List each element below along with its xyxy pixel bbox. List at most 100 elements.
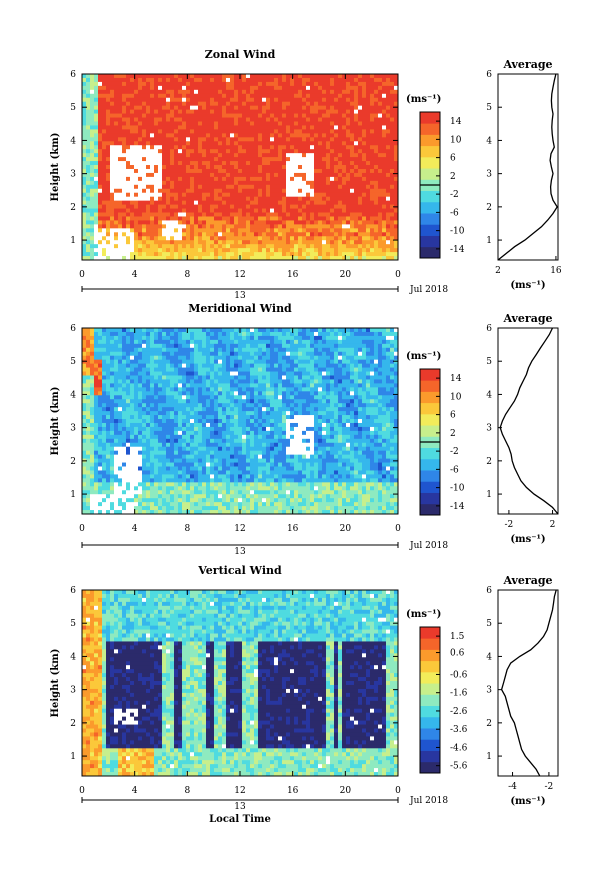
- heatmap-cell: [150, 506, 155, 511]
- heatmap-cell: [154, 498, 159, 503]
- heatmap-cell: [222, 224, 227, 229]
- heatmap-cell: [262, 252, 267, 257]
- heatmap-cell: [322, 216, 327, 221]
- heatmap-cell: [354, 176, 359, 182]
- heatmap-cell: [198, 208, 203, 213]
- heatmap-cell: [134, 462, 139, 467]
- heatmap-cell: [278, 252, 283, 257]
- heatmap-cell: [198, 137, 203, 142]
- heatmap-cell: [98, 220, 103, 225]
- heatmap-cell: [86, 161, 91, 166]
- heatmap-cell: [130, 172, 135, 178]
- heatmap-cell: [142, 216, 147, 221]
- heatmap-cell: [146, 125, 151, 130]
- heatmap-cell: [138, 470, 143, 475]
- heatmap-cell: [246, 172, 251, 178]
- heatmap-cell: [154, 176, 159, 182]
- heatmap-cell: [154, 387, 159, 392]
- heatmap-cell: [138, 466, 143, 471]
- heatmap-cell: [178, 125, 183, 130]
- heatmap-cell: [314, 200, 319, 205]
- heatmap-cell: [106, 415, 111, 420]
- heatmap-cell: [218, 196, 223, 202]
- heatmap-cell: [306, 133, 311, 138]
- heatmap-cell: [394, 77, 399, 83]
- heatmap-cell: [346, 208, 351, 213]
- heatmap-cell: [118, 236, 123, 241]
- heatmap-cell: [274, 149, 279, 154]
- heatmap-cell: [94, 355, 99, 361]
- heatmap-cell: [286, 129, 291, 134]
- heatmap-cell: [166, 486, 171, 491]
- heatmap-cell: [214, 141, 219, 146]
- heatmap-cell: [122, 379, 127, 384]
- heatmap-cell: [382, 101, 387, 107]
- heatmap-cell: [98, 498, 103, 503]
- heatmap-cell: [318, 165, 323, 170]
- heatmap-cell: [130, 506, 135, 511]
- heatmap-cell: [202, 208, 207, 213]
- heatmap-cell: [174, 133, 179, 138]
- heatmap-cell: [242, 141, 247, 146]
- heatmap-cell: [166, 383, 171, 388]
- heatmap-cell: [90, 240, 95, 245]
- heatmap-cell: [142, 256, 147, 261]
- heatmap-cell: [350, 105, 355, 111]
- heatmap-cell: [86, 430, 91, 436]
- heatmap-cell: [234, 172, 239, 178]
- heatmap-cell: [118, 74, 123, 79]
- heatmap-cell: [110, 244, 115, 249]
- heatmap-cell: [162, 248, 167, 253]
- heatmap-cell: [286, 109, 291, 114]
- heatmap-cell: [182, 74, 187, 79]
- heatmap-cell: [110, 105, 115, 111]
- heatmap-cell: [182, 77, 187, 83]
- heatmap-cell: [210, 180, 215, 186]
- heatmap-cell: [98, 383, 103, 388]
- profile-y-tick-label: 4: [486, 136, 492, 146]
- heatmap-cell: [158, 371, 163, 376]
- heatmap-cell: [394, 240, 399, 245]
- heatmap-cell: [306, 109, 311, 114]
- heatmap-cell: [146, 224, 151, 229]
- heatmap-cell: [278, 208, 283, 213]
- heatmap-cell: [266, 113, 271, 118]
- heatmap-cell: [162, 165, 167, 170]
- x-tick-label: 8: [184, 270, 190, 280]
- heatmap-cell: [154, 168, 159, 174]
- heatmap-cell: [238, 149, 243, 154]
- heatmap-cell: [302, 188, 307, 194]
- heatmap-cell: [382, 117, 387, 122]
- heatmap-cell: [110, 422, 115, 428]
- heatmap-cell: [326, 204, 331, 209]
- heatmap-cell: [186, 208, 191, 213]
- heatmap-cell: [154, 434, 159, 440]
- heatmap-cell: [178, 351, 183, 357]
- heatmap-cell: [226, 208, 231, 213]
- heatmap-cell: [134, 478, 139, 483]
- heatmap-cell: [162, 145, 167, 150]
- heatmap-cell: [234, 188, 239, 194]
- heatmap-cell: [122, 204, 127, 209]
- heatmap-cell: [106, 403, 111, 408]
- heatmap-cell: [118, 109, 123, 114]
- heatmap-cell: [126, 387, 131, 392]
- heatmap-cell: [118, 81, 123, 87]
- heatmap-cell: [90, 165, 95, 170]
- heatmap-cell: [370, 196, 375, 202]
- heatmap-cell: [170, 387, 175, 392]
- heatmap-cell: [218, 248, 223, 253]
- heatmap-cell: [250, 85, 255, 91]
- heatmap-cell: [354, 208, 359, 213]
- heatmap-cell: [390, 248, 395, 253]
- heatmap-cell: [210, 153, 215, 158]
- heatmap-cell: [98, 478, 103, 483]
- heatmap-cell: [166, 157, 171, 162]
- heatmap-cell: [158, 77, 163, 83]
- colorbar-swatch: [420, 145, 440, 158]
- heatmap-cell: [142, 430, 147, 436]
- heatmap-cell: [118, 422, 123, 428]
- heatmap-cell: [362, 165, 367, 170]
- heatmap-cell: [86, 328, 91, 333]
- heatmap-cell: [294, 184, 299, 190]
